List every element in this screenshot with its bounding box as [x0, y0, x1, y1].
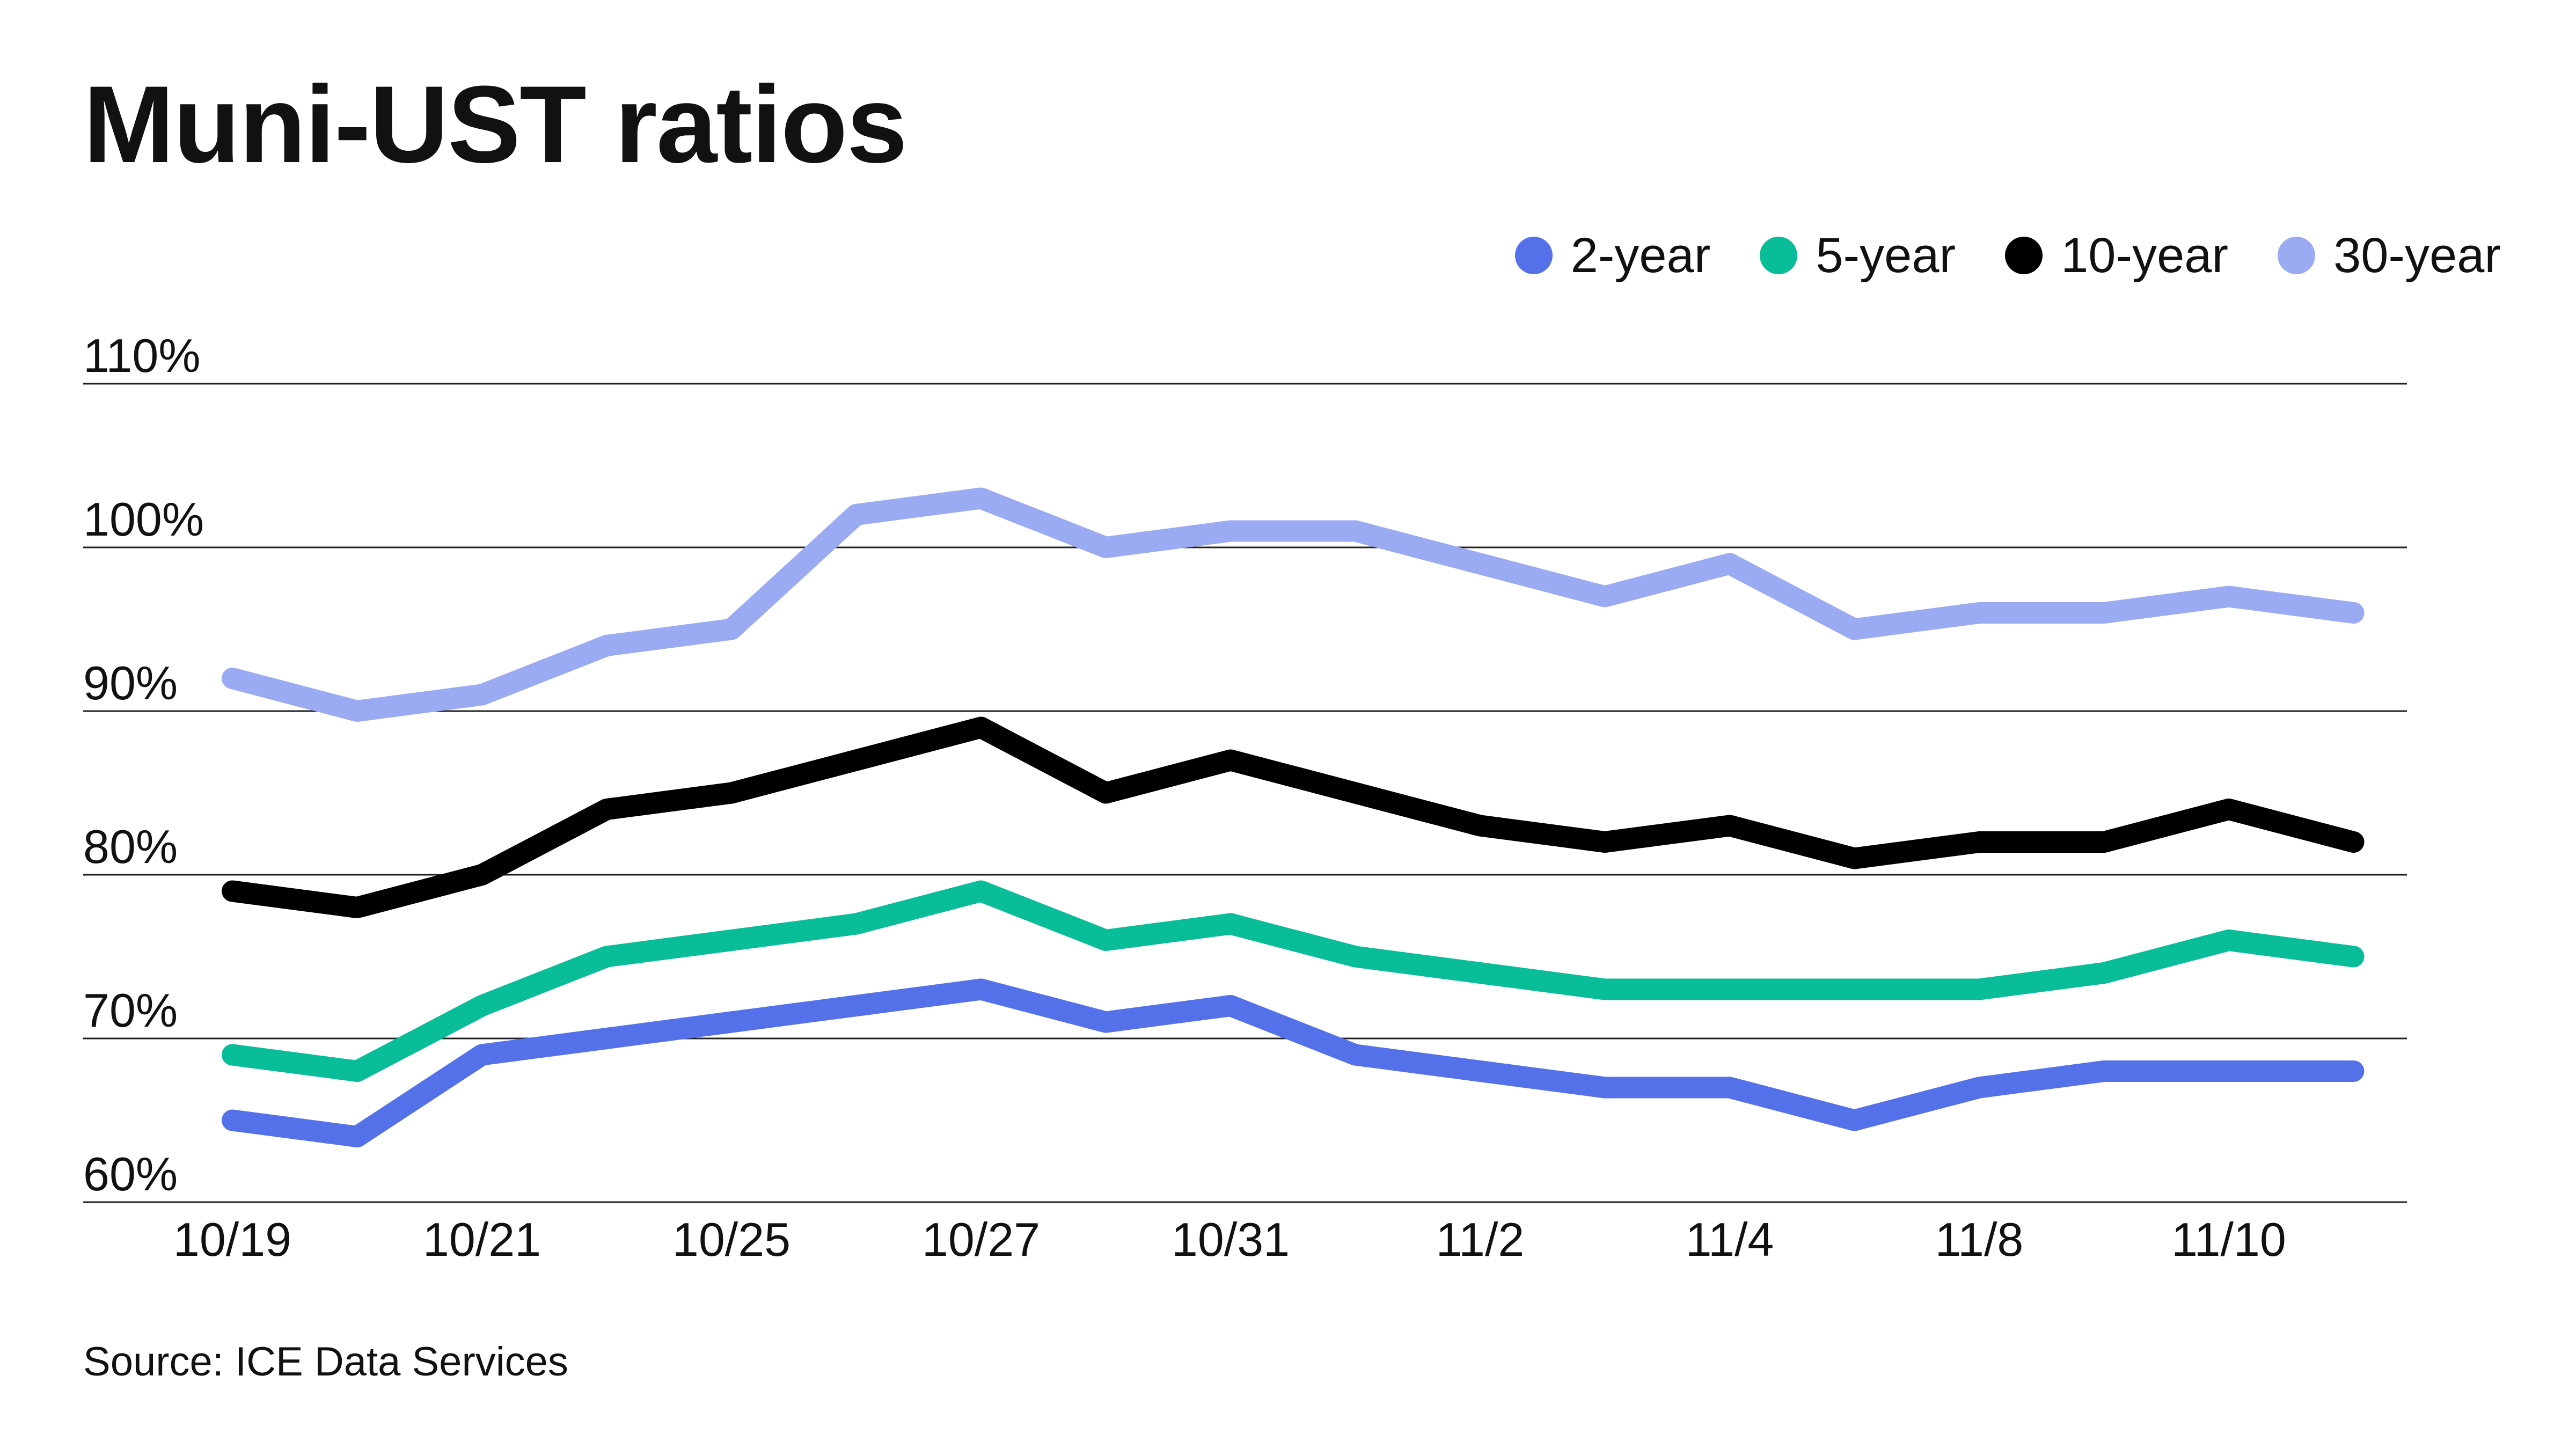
series-line-5-year	[222, 880, 2365, 1082]
series-line-30-year	[222, 487, 2365, 722]
chart-title: Muni-UST ratios	[83, 63, 908, 186]
legend-item-2-year: 2-year	[1514, 228, 1711, 283]
legend-swatch-10-year	[2005, 237, 2043, 274]
y-tick-label-90: 90%	[83, 656, 178, 709]
x-tick-label-11-10: 11/10	[2171, 1213, 2286, 1266]
x-tick-label-10-21: 10/21	[423, 1213, 541, 1266]
x-tick-label-10-25: 10/25	[672, 1213, 791, 1266]
series-line-2-year	[222, 978, 2365, 1147]
x-tick-label-10-19: 10/19	[173, 1213, 291, 1266]
legend-label-10-year: 10-year	[2061, 228, 2229, 283]
legend-item-10-year: 10-year	[2005, 231, 2228, 280]
series-line-10-year	[222, 716, 2365, 918]
x-tick-label-10-27: 10/27	[922, 1213, 1040, 1266]
y-tick-label-80: 80%	[83, 820, 178, 873]
x-tick-label-11-8: 11/8	[1935, 1213, 2024, 1266]
legend-label-2-year: 2-year	[1570, 228, 1711, 283]
y-tick-label-110: 110%	[83, 329, 201, 382]
legend-label-5-year: 5-year	[1816, 228, 1956, 283]
legend-item-5-year: 5-year	[1760, 231, 1956, 280]
legend-item-30-year: 30-year	[2278, 231, 2501, 280]
source-note: Source: ICE Data Services	[83, 1339, 568, 1385]
legend-swatch-5-year	[1760, 237, 1798, 274]
x-tick-label-11-4: 11/4	[1686, 1213, 1774, 1266]
y-tick-label-70: 70%	[83, 984, 178, 1037]
legend-label-30-year: 30-year	[2333, 228, 2501, 283]
legend-swatch-2-year	[1514, 237, 1553, 274]
y-tick-label-100: 100%	[83, 493, 204, 546]
x-tick-label-10-31: 10/31	[1172, 1213, 1290, 1266]
legend-swatch-30-year	[2278, 237, 2316, 274]
chart-legend: 2-year 5-year 10-year 30-year	[1514, 228, 2501, 283]
y-tick-label-60: 60%	[83, 1147, 178, 1201]
x-tick-label-11-2: 11/2	[1436, 1213, 1525, 1266]
